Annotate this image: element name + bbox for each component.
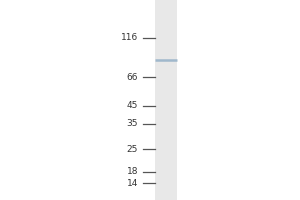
- Text: 18: 18: [127, 168, 138, 176]
- Text: 66: 66: [127, 72, 138, 82]
- Text: 14: 14: [127, 178, 138, 188]
- Text: 35: 35: [127, 119, 138, 129]
- Text: 45: 45: [127, 102, 138, 110]
- Text: 116: 116: [121, 33, 138, 43]
- Text: 25: 25: [127, 144, 138, 154]
- Bar: [154, 0, 177, 200]
